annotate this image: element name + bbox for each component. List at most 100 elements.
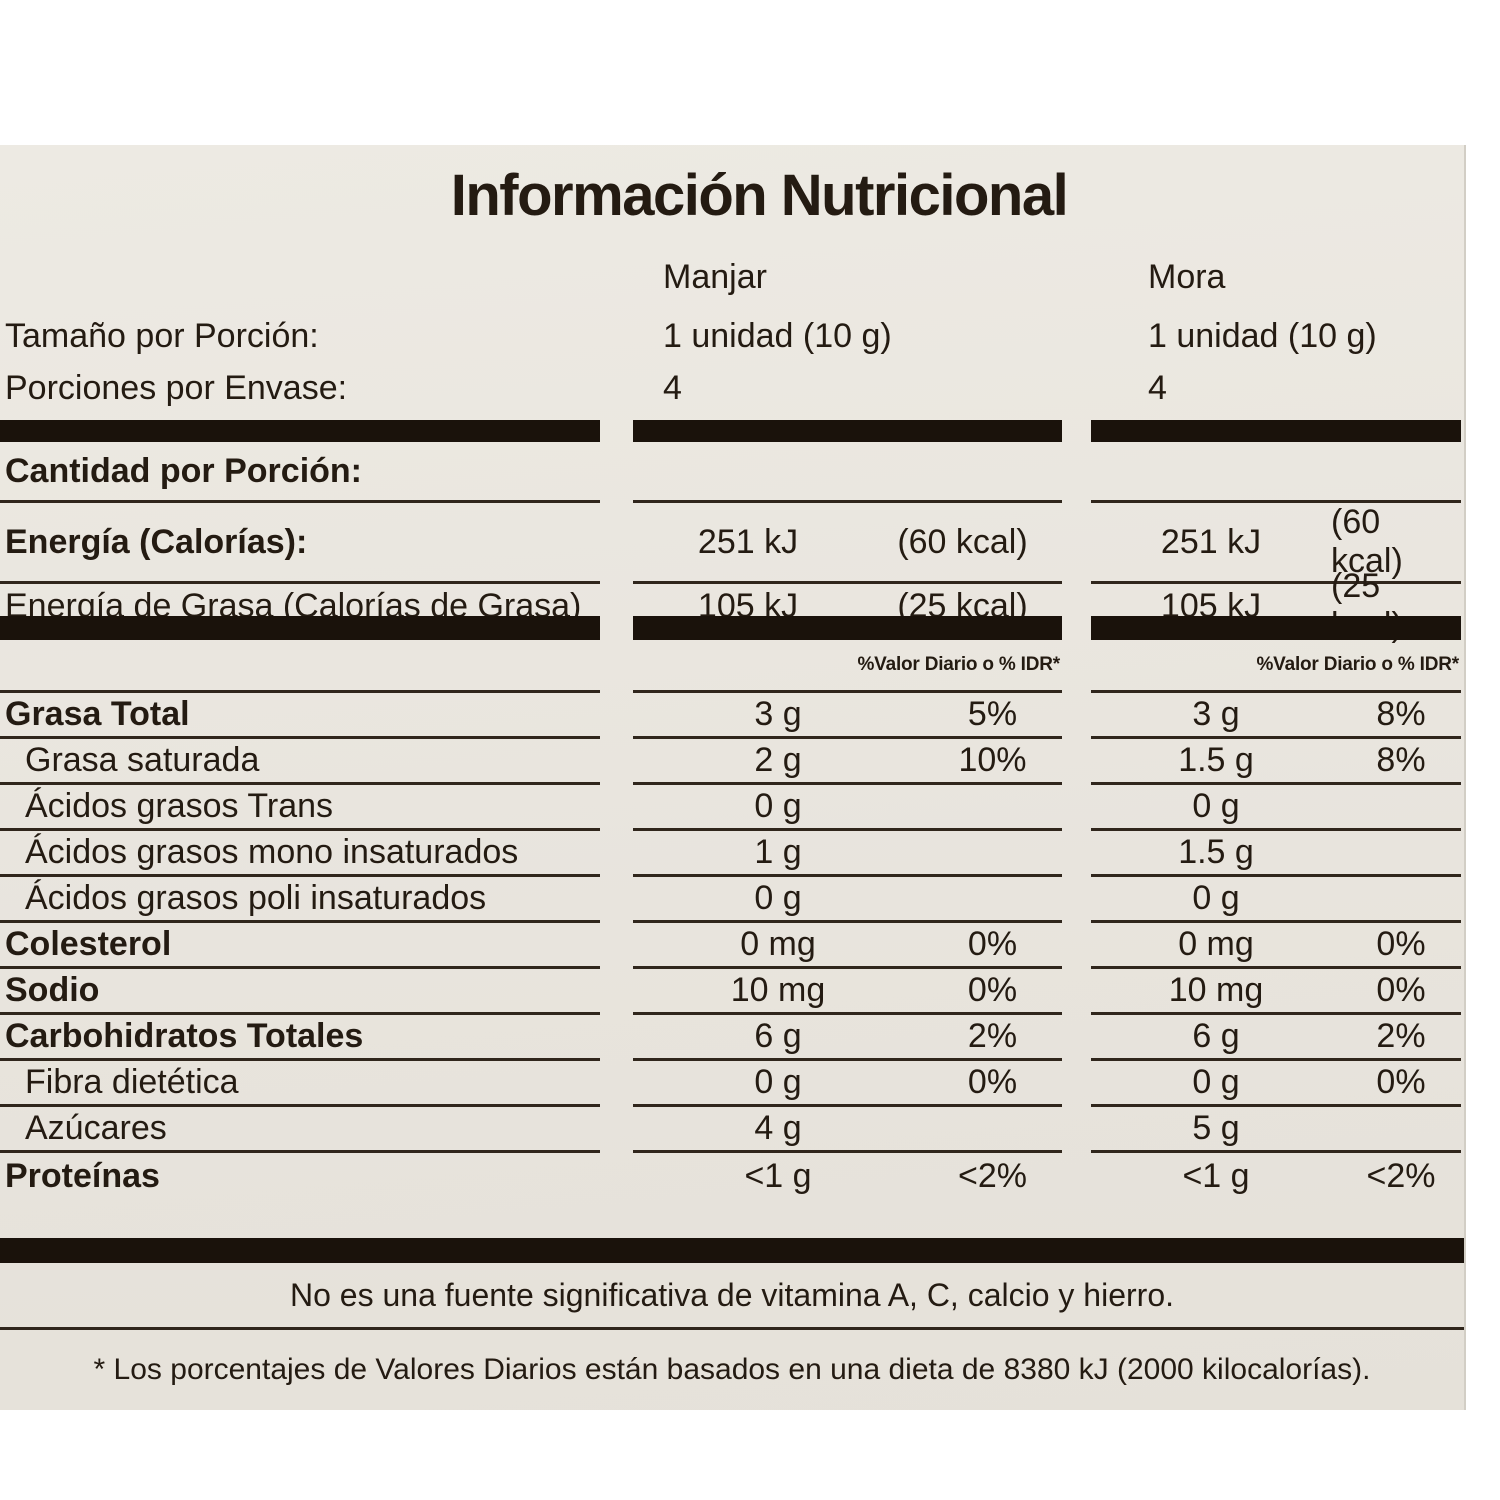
energy-kcal-value: (60 kcal) (1331, 503, 1403, 580)
nutrient-row: Grasa saturada 2 g 10% 1.5 g 8% (0, 739, 1464, 785)
amount-value: 4 g (754, 1109, 802, 1147)
column-gap (600, 616, 633, 640)
column-gap (600, 785, 633, 831)
nutrient-values-mora: 0 g (1091, 785, 1461, 831)
section-header-row: Cantidad por Porción: (0, 442, 1464, 503)
nutrient-row: Ácidos grasos Trans 0 g 0 g (0, 785, 1464, 831)
column-gap (600, 640, 633, 693)
column-gap (600, 739, 633, 785)
nutrient-label: Proteínas (5, 1156, 160, 1195)
daily-value-header-row: %Valor Diario o % IDR* %Valor Diario o %… (0, 640, 1464, 693)
nutrient-row: Proteínas <1 g <2% <1 g <2% (0, 1153, 1464, 1199)
nutrient-label: Colesterol (0, 923, 600, 969)
column-gap (600, 1015, 633, 1061)
daily-value-percent: 8% (1376, 695, 1426, 733)
nutrient-row: Colesterol 0 mg 0% 0 mg 0% (0, 923, 1464, 969)
column-gap (1062, 442, 1091, 503)
daily-value-percent: 0% (1376, 925, 1426, 963)
section-header: Cantidad por Porción: (0, 442, 600, 503)
daily-value-percent (923, 785, 1062, 828)
column-gap (1062, 693, 1091, 739)
column-gap (600, 969, 633, 1015)
nutrition-facts-label: Información Nutricional Manjar Mora Tama… (0, 145, 1466, 1410)
nutrient-values-mora: 1.5 g (1091, 831, 1461, 877)
column-gap (1062, 831, 1091, 877)
amount-value: 1 g (754, 833, 802, 871)
bar-segment (1091, 616, 1461, 640)
bar-segment (633, 420, 1062, 442)
column-gap (1062, 739, 1091, 785)
daily-value-percent: 10% (958, 741, 1027, 779)
column-gap (1062, 245, 1091, 310)
nutrient-label: Ácidos grasos poli insaturados (0, 877, 600, 923)
product-name-manjar: Manjar (663, 258, 767, 296)
empty-cell (633, 442, 1062, 503)
nutrient-label: Ácidos grasos Trans (0, 785, 600, 831)
serving-value-mora: 4 (1148, 368, 1167, 407)
nutrient-label: Sodio (0, 969, 600, 1015)
column-gap (600, 1061, 633, 1107)
daily-value-percent (923, 831, 1062, 874)
empty-cell (1091, 442, 1461, 503)
column-gap (1062, 640, 1091, 693)
separator-bar-top (0, 420, 1464, 442)
energy-kj-value: 251 kJ (1160, 522, 1262, 561)
nutrient-row: Ácidos grasos mono insaturados 1 g 1.5 g (0, 831, 1464, 877)
dv-header-manjar: %Valor Diario o % IDR* (633, 640, 1062, 693)
column-gap (1062, 969, 1091, 1015)
daily-value-percent: <2% (958, 1156, 1027, 1195)
nutrient-values-manjar: 4 g (633, 1107, 1062, 1153)
daily-value-percent (1341, 831, 1461, 874)
nutrient-label: Grasa Total (0, 693, 600, 739)
daily-value-percent: <2% (1366, 1156, 1436, 1195)
column-gap (1062, 877, 1091, 923)
energy-values-manjar: 251 kJ (60 kcal) (633, 503, 1062, 584)
amount-value: 0 g (1192, 879, 1240, 917)
amount-value: <1 g (1182, 1156, 1250, 1195)
column-gap (1062, 1015, 1091, 1061)
spacer (0, 413, 1464, 420)
energy-row: Energía (Calorías): 251 kJ (60 kcal) 251 kJ… (0, 503, 1464, 584)
daily-value-percent: 2% (967, 1017, 1018, 1055)
amount-value: 1.5 g (1178, 833, 1254, 871)
amount-value: 6 g (1192, 1017, 1240, 1055)
column-gap (600, 442, 633, 503)
amount-value: 10 mg (730, 971, 826, 1009)
amount-value: 3 g (754, 695, 802, 733)
daily-value-percent (1341, 1107, 1461, 1150)
separator-bar-bottom (0, 1238, 1464, 1263)
nutrient-values-manjar: 0 mg 0% (633, 923, 1062, 969)
column-gap (1062, 616, 1091, 640)
product-name-mora: Mora (1148, 258, 1226, 296)
nutrient-values-manjar: 0 g 0% (633, 1061, 1062, 1107)
daily-value-percent (1341, 785, 1461, 828)
bar-segment (1091, 420, 1461, 442)
nutrient-label: Grasa saturada (0, 739, 600, 785)
daily-value-percent: 0% (1376, 971, 1426, 1009)
energy-section: Energía (Calorías): 251 kJ (60 kcal) 251 kJ… (0, 503, 1464, 644)
nutrient-label: Fibra dietética (0, 1061, 600, 1107)
nutrient-values-manjar: 10 mg 0% (633, 969, 1062, 1015)
nutrient-row: Ácidos grasos poli insaturados 0 g 0 g (0, 877, 1464, 923)
nutrients-section: Grasa Total 3 g 5% 3 g 8% Grasa saturada 2 g 10… (0, 693, 1464, 1199)
column-gap (600, 923, 633, 969)
column-gap (600, 420, 633, 442)
nutrient-row: Azúcares 4 g 5 g (0, 1107, 1464, 1153)
column-gap (1062, 420, 1091, 442)
title-wrap: Información Nutricional (0, 145, 1464, 245)
nutrient-values-manjar: 1 g (633, 831, 1062, 877)
column-gap (1062, 310, 1091, 363)
daily-value-percent: 5% (967, 695, 1018, 733)
nutrient-label: Carbohidratos Totales (0, 1015, 600, 1061)
amount-value: 0 g (1192, 787, 1240, 825)
nutrient-values-mora: 10 mg 0% (1091, 969, 1461, 1015)
vitamins-note: No es una fuente significativa de vitami… (0, 1263, 1464, 1330)
nutrient-values-manjar: 0 g (633, 785, 1062, 831)
nutrient-values-mora: 3 g 8% (1091, 693, 1461, 739)
nutrient-label: Ácidos grasos mono insaturados (0, 831, 600, 877)
nutrient-values-mora: 0 mg 0% (1091, 923, 1461, 969)
amount-value: 10 mg (1168, 971, 1264, 1009)
separator-bar-middle (0, 616, 1464, 640)
nutrient-row: Sodio 10 mg 0% 10 mg 0% (0, 969, 1464, 1015)
energy-values-mora: 251 kJ (60 kcal) (1091, 503, 1461, 584)
